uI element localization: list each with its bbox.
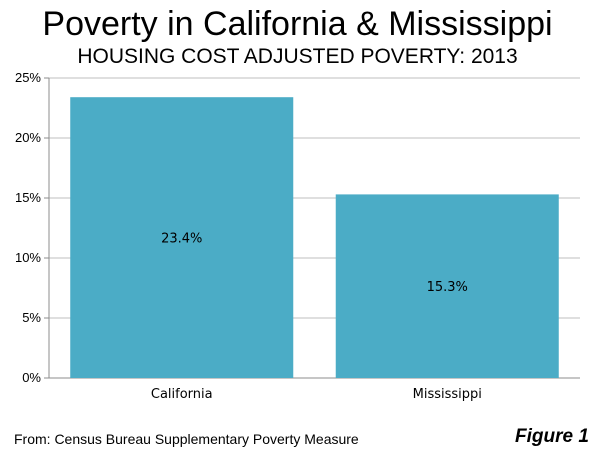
bar-mississippi	[335, 194, 559, 378]
y-tick-label: 5%	[22, 310, 41, 325]
chart-subtitle: HOUSING COST ADJUSTED POVERTY: 2013	[77, 45, 518, 68]
data-label: 23.4%	[161, 232, 202, 247]
y-tick-label: 25%	[15, 70, 41, 85]
y-tick-label: 10%	[15, 250, 41, 265]
y-tick-label: 15%	[15, 190, 41, 205]
figure-label: Figure 1	[515, 426, 589, 447]
x-tick-label: Mississippi	[413, 387, 482, 402]
x-tick-label: California	[151, 387, 213, 402]
source-note: From: Census Bureau Supplementary Povert…	[14, 431, 359, 447]
data-label: 15.3%	[427, 280, 468, 295]
bar-california	[70, 97, 294, 378]
y-tick-label: 20%	[15, 130, 41, 145]
y-tick-label: 0%	[22, 370, 41, 385]
chart-title: Poverty in California & Mississippi	[42, 5, 553, 43]
